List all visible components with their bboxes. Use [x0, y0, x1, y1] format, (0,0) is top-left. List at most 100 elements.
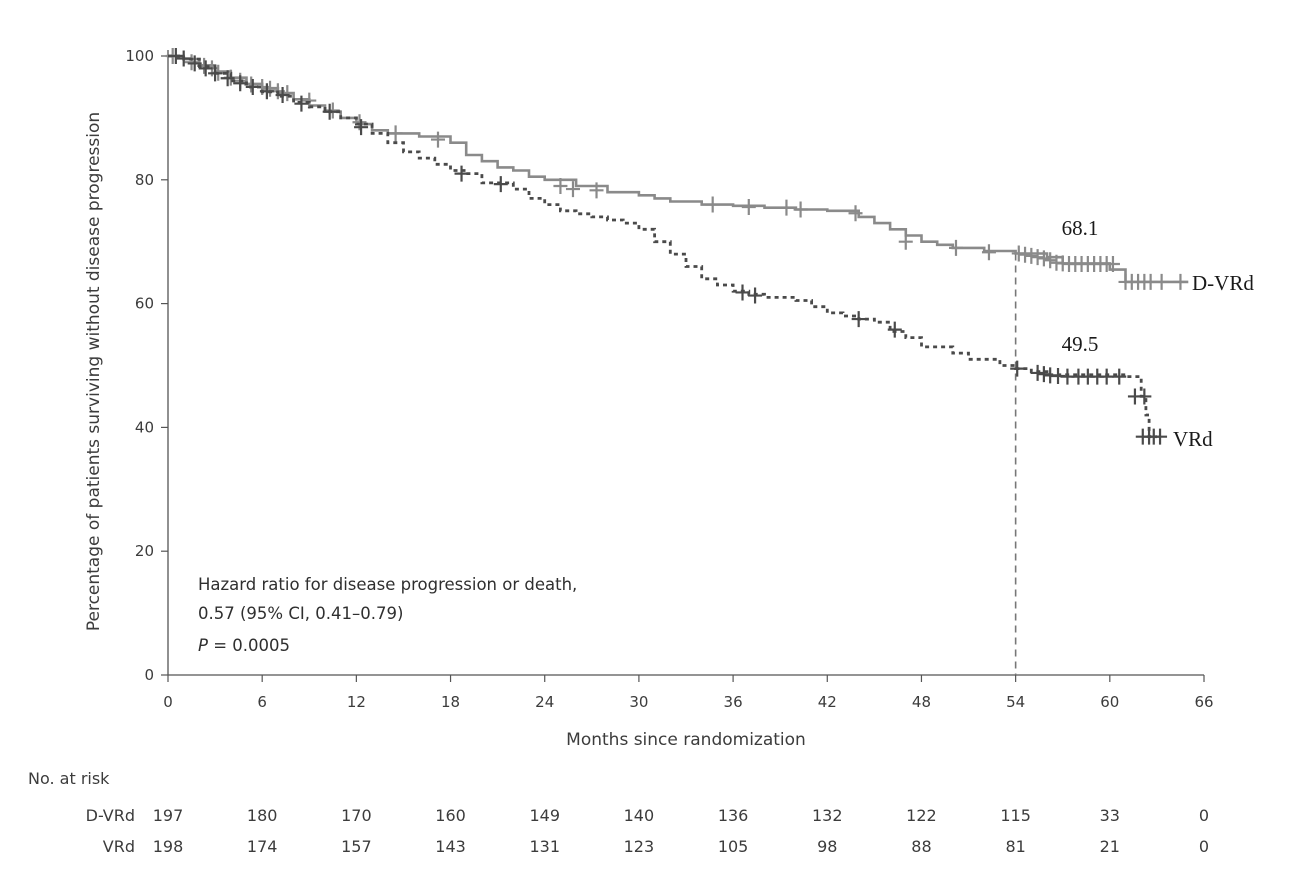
series-group [165, 48, 1189, 445]
censor-mark [948, 239, 963, 256]
censor-mark [184, 54, 199, 71]
risk-value: 123 [624, 837, 655, 856]
x-tick-label: 66 [1194, 693, 1213, 711]
risk-value: 98 [817, 837, 837, 856]
risk-value: 197 [153, 806, 184, 825]
censor-mark [430, 131, 445, 148]
censor-mark [553, 177, 568, 194]
x-tick-label: 60 [1100, 693, 1119, 711]
km-curve-vrd [168, 54, 1157, 439]
censor-mark [208, 65, 223, 82]
censor-mark [1036, 366, 1051, 383]
y-tick-label: 100 [125, 47, 154, 65]
risk-value: 21 [1100, 837, 1120, 856]
censor-mark [848, 205, 863, 222]
y-tick-label: 60 [135, 295, 154, 313]
p-value-number: = 0.0005 [208, 636, 290, 655]
x-tick-label: 30 [629, 693, 648, 711]
censor-mark [454, 165, 469, 182]
censor-mark [589, 182, 604, 199]
series-vrd [168, 48, 1168, 445]
censor-mark [851, 311, 866, 328]
censor-mark [1099, 368, 1114, 385]
x-tick-label: 0 [163, 693, 173, 711]
censor-mark [981, 244, 996, 261]
x-tick-label: 48 [912, 693, 931, 711]
censor-mark [302, 92, 317, 109]
censor-mark [1137, 388, 1152, 405]
risk-value: 33 [1100, 806, 1120, 825]
risk-value: 136 [718, 806, 749, 825]
censor-mark [1024, 247, 1039, 264]
p-value-label: P [198, 636, 208, 655]
censor-mark [735, 284, 750, 301]
risk-value: 81 [1005, 837, 1025, 856]
risk-value: 115 [1000, 806, 1031, 825]
censor-mark [793, 201, 808, 218]
risk-value: 157 [341, 837, 372, 856]
risk-table-title: No. at risk [28, 769, 110, 788]
censor-mark [245, 78, 260, 95]
risk-value: 198 [153, 837, 184, 856]
censor-mark [898, 233, 913, 250]
censor-mark [354, 119, 369, 136]
censor-mark [259, 83, 274, 100]
y-tick-label: 80 [135, 171, 154, 189]
censor-mark [748, 287, 763, 304]
censor-mark [493, 176, 508, 193]
risk-value: 131 [529, 837, 560, 856]
censor-mark [1010, 360, 1025, 377]
value-label-vrd: 49.5 [1062, 332, 1099, 356]
censor-mark [1153, 428, 1168, 445]
risk-value: 122 [906, 806, 937, 825]
censor-mark [168, 48, 183, 64]
value-label-dvrd: 68.1 [1062, 216, 1099, 240]
km-curve-d-vrd [168, 54, 1189, 284]
censor-mark [233, 75, 248, 92]
series-label-dvrd: D-VRd [1192, 271, 1254, 295]
censor-mark [294, 95, 309, 112]
risk-value: 0 [1199, 837, 1209, 856]
x-tick-label: 18 [441, 693, 460, 711]
risk-row-label: D-VRd [86, 806, 135, 825]
censor-mark [1036, 250, 1051, 267]
censor-mark [1030, 364, 1045, 381]
censor-mark [322, 103, 337, 120]
x-tick-label: 36 [724, 693, 743, 711]
y-axis-title: Percentage of patients surviving without… [84, 112, 104, 631]
risk-value: 88 [911, 837, 931, 856]
censor-mark [1105, 255, 1120, 272]
risk-value: 170 [341, 806, 372, 825]
p-value: P = 0.0005 [198, 636, 290, 655]
censor-mark [1011, 245, 1026, 262]
annotation-group: D-VRd VRd 68.1 49.5 [1062, 216, 1255, 451]
censor-mark [705, 196, 720, 213]
censor-mark [388, 125, 403, 142]
risk-row-label: VRd [103, 837, 135, 856]
censor-mark [565, 181, 580, 198]
y-tick-label: 20 [135, 542, 154, 560]
censor-mark [1018, 246, 1033, 263]
censor-mark [220, 70, 235, 87]
censor-mark [1154, 273, 1169, 290]
censor-mark [198, 60, 213, 77]
censor-mark [187, 55, 202, 72]
censor-mark [275, 86, 290, 103]
risk-value: 105 [718, 837, 749, 856]
y-tick-label: 0 [144, 666, 154, 684]
x-tick-label: 54 [1006, 693, 1025, 711]
series-d-vrd [165, 48, 1189, 290]
x-axis-title: Months since randomization [566, 730, 806, 750]
censor-mark [887, 321, 902, 338]
series-label-vrd: VRd [1173, 427, 1213, 451]
risk-value: 160 [435, 806, 466, 825]
risk-value: 143 [435, 837, 466, 856]
censor-mark [741, 199, 756, 216]
risk-value: 180 [247, 806, 278, 825]
censor-mark [1112, 368, 1127, 385]
risk-value: 174 [247, 837, 278, 856]
x-tick-label: 6 [257, 693, 267, 711]
risk-value: 0 [1199, 806, 1209, 825]
